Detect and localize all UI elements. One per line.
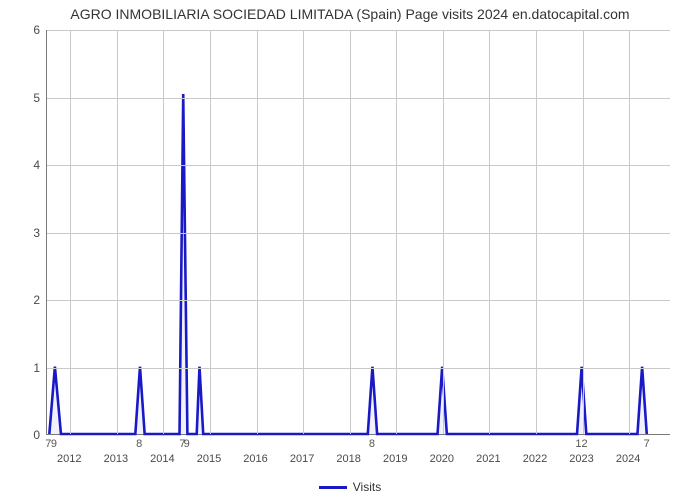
gridline-h — [47, 300, 670, 301]
xtick-label: 2014 — [150, 453, 174, 465]
chart-title: AGRO INMOBILIARIA SOCIEDAD LIMITADA (Spa… — [0, 6, 700, 22]
xtick-label: 2016 — [243, 453, 267, 465]
gridline-h — [47, 165, 670, 166]
xtick-label: 2020 — [430, 453, 454, 465]
xtick-label: 2017 — [290, 453, 314, 465]
xtick-label: 2015 — [197, 453, 221, 465]
gridline-h — [47, 233, 670, 234]
ytick-label: 2 — [0, 293, 40, 307]
data-label: 9 — [184, 438, 190, 450]
data-label: 8 — [369, 438, 375, 450]
legend-swatch — [319, 486, 347, 489]
legend: Visits — [0, 480, 700, 494]
ytick-label: 6 — [0, 23, 40, 37]
data-label: 12 — [575, 438, 587, 450]
chart-container: AGRO INMOBILIARIA SOCIEDAD LIMITADA (Spa… — [0, 0, 700, 500]
ytick-label: 5 — [0, 91, 40, 105]
gridline-v — [443, 30, 444, 434]
gridline-v — [583, 30, 584, 434]
gridline-v — [210, 30, 211, 434]
gridline-v — [350, 30, 351, 434]
gridline-v — [257, 30, 258, 434]
data-label: 7 — [644, 438, 650, 450]
gridline-h — [47, 30, 670, 31]
series-line — [49, 94, 646, 434]
ytick-label: 0 — [0, 428, 40, 442]
gridline-v — [70, 30, 71, 434]
gridline-v — [489, 30, 490, 434]
xtick-label: 2012 — [57, 453, 81, 465]
ytick-label: 3 — [0, 226, 40, 240]
gridline-v — [536, 30, 537, 434]
plot-area — [46, 30, 670, 435]
gridline-h — [47, 98, 670, 99]
gridline-v — [629, 30, 630, 434]
gridline-v — [396, 30, 397, 434]
gridline-v — [163, 30, 164, 434]
xtick-label: 2023 — [569, 453, 593, 465]
gridline-h — [47, 368, 670, 369]
legend-label: Visits — [353, 480, 381, 494]
xtick-label: 2024 — [616, 453, 640, 465]
gridline-v — [117, 30, 118, 434]
xtick-label: 2021 — [476, 453, 500, 465]
data-label: 9 — [51, 438, 57, 450]
data-label: 8 — [136, 438, 142, 450]
gridline-v — [303, 30, 304, 434]
xtick-label: 2013 — [104, 453, 128, 465]
xtick-label: 2018 — [336, 453, 360, 465]
ytick-label: 1 — [0, 361, 40, 375]
xtick-label: 2022 — [523, 453, 547, 465]
ytick-label: 4 — [0, 158, 40, 172]
xtick-label: 2019 — [383, 453, 407, 465]
